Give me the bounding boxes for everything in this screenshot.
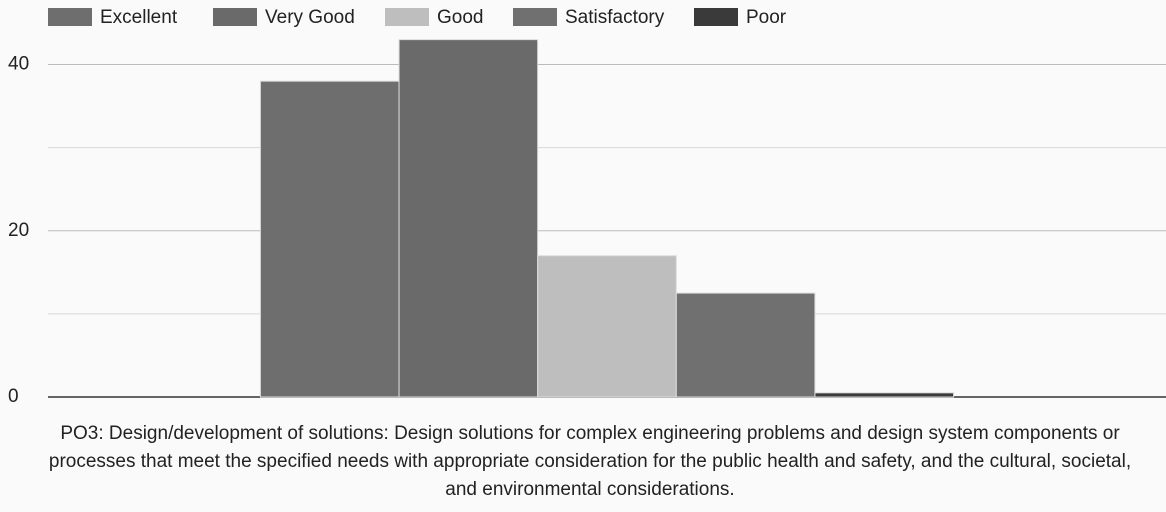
legend-swatch (385, 8, 429, 26)
legend-swatch (694, 8, 738, 26)
legend-swatch (513, 8, 557, 26)
bar (398, 39, 539, 398)
y-tick-label: 40 (8, 54, 29, 75)
legend-label: Satisfactory (565, 7, 665, 28)
legend-label: Very Good (265, 7, 355, 28)
bar (814, 392, 955, 398)
y-tick-label: 0 (8, 386, 19, 407)
legend-label: Excellent (100, 7, 178, 28)
bar (675, 292, 816, 398)
legend-swatch (213, 8, 257, 26)
x-tick-label: PO3: Design/development of solutions: De… (48, 423, 1132, 500)
bar (259, 80, 400, 398)
legend-label: Good (437, 7, 483, 28)
y-tick-label: 20 (8, 220, 29, 241)
legend-label: Poor (746, 7, 787, 28)
legend-swatch (48, 8, 92, 26)
bar (537, 255, 677, 398)
